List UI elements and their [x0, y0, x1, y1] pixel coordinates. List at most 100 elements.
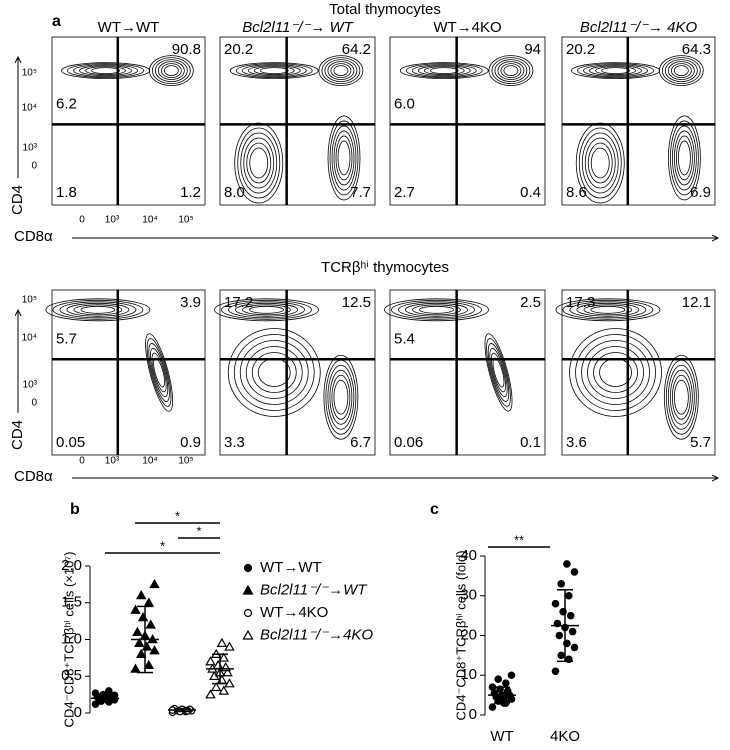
contour: [163, 65, 179, 76]
data-point: [137, 612, 149, 622]
contour: [237, 127, 281, 199]
quadrant-label: 7.7: [350, 184, 371, 201]
quadrant-label: 3.3: [224, 434, 245, 451]
plot-title: Bcl2l11⁻/⁻→ 4KO: [580, 19, 698, 36]
y-tick-label: 0: [469, 706, 477, 723]
data-point: [205, 656, 216, 666]
quadrant-label: 6.7: [350, 434, 371, 451]
panel-label: c: [430, 501, 439, 518]
y-tick-label: 10⁵: [22, 68, 37, 79]
contour: [488, 55, 534, 86]
data-point: [145, 619, 156, 629]
contour: [239, 340, 309, 405]
quadrant-label: 2.5: [520, 294, 541, 311]
contour: [562, 299, 654, 320]
contour: [412, 304, 461, 316]
quadrant-label: 12.1: [682, 294, 711, 311]
contour: [160, 63, 182, 78]
contour: [595, 66, 636, 75]
quadrant-label: 0.06: [394, 434, 423, 451]
contour: [154, 59, 188, 82]
row-title: Total thymocytes: [329, 1, 441, 18]
contour: [398, 301, 475, 319]
quadrant-label: 12.5: [342, 294, 371, 311]
data-point: [149, 578, 160, 589]
contour: [227, 328, 321, 417]
y-tick-label: 0: [31, 161, 37, 172]
y-axis-label: CD4: [9, 420, 26, 450]
quadrant-label: 0.4: [520, 184, 541, 201]
contour: [153, 357, 165, 388]
plot-frame: [219, 36, 376, 206]
contour: [145, 333, 174, 412]
contour: [157, 61, 185, 80]
contour: [323, 354, 359, 440]
contour: [91, 67, 120, 74]
y-tick-label: 10⁴: [22, 103, 37, 114]
quadrant-label: 20.2: [566, 41, 595, 58]
legend-label: WT→WT: [260, 559, 322, 576]
data-point: [218, 685, 230, 695]
quadrant-label: 5.7: [56, 330, 77, 347]
y-tick-label: 1.5: [61, 594, 82, 611]
contour: [59, 301, 137, 319]
contour: [491, 57, 531, 84]
y-tick-label: 0: [74, 704, 82, 721]
contour: [673, 379, 689, 415]
contour: [672, 125, 697, 191]
contour: [327, 61, 355, 80]
y-tick-label: 10³: [23, 143, 38, 154]
x-axis-label: CD8α: [14, 468, 53, 485]
contour: [233, 334, 315, 411]
x-tick-label: 0: [79, 456, 85, 467]
contour: [581, 132, 619, 194]
contour: [670, 63, 692, 78]
contour: [327, 115, 361, 201]
contour: [67, 63, 144, 78]
quadrant-label: 6.2: [56, 95, 77, 112]
contour: [578, 127, 622, 199]
data-point: [224, 641, 235, 651]
contour: [555, 298, 661, 322]
contour: [150, 347, 169, 398]
contour: [79, 65, 132, 76]
contour: [569, 328, 662, 417]
data-point: [507, 671, 516, 680]
contour: [491, 352, 506, 393]
contour: [66, 302, 130, 317]
significance-label: *: [160, 538, 165, 553]
contour: [571, 62, 660, 79]
contour: [391, 299, 482, 320]
data-point: [222, 667, 233, 677]
plot-title: Bcl2l11⁻/⁻→ WT: [242, 19, 354, 36]
contour: [85, 66, 126, 75]
plot-title: WT→4KO: [433, 19, 501, 36]
y-tick-label: 1.0: [61, 630, 82, 647]
contour: [668, 115, 701, 201]
contour: [673, 65, 689, 76]
data-point: [130, 604, 141, 614]
contour: [333, 65, 349, 76]
contour: [45, 298, 151, 322]
contour: [243, 137, 275, 189]
quadrant-label: 0.9: [180, 434, 201, 451]
contour: [601, 67, 630, 74]
contour: [330, 63, 352, 78]
data-point: [143, 659, 155, 670]
data-point: [501, 679, 510, 688]
contour: [411, 64, 477, 77]
y-tick-label: 0.5: [61, 667, 82, 684]
contour: [497, 61, 525, 80]
data-point: [494, 675, 503, 684]
legend-label: WT→4KO: [260, 604, 328, 621]
contour: [241, 64, 307, 77]
contour: [331, 374, 351, 420]
contour: [665, 359, 697, 435]
y-tick-label: 10⁵: [22, 295, 37, 306]
quadrant-label: 8.0: [224, 184, 245, 201]
contour: [589, 65, 642, 76]
plot-frame: [389, 289, 546, 456]
contour: [229, 62, 319, 79]
data-point: [503, 687, 512, 695]
contour: [73, 304, 123, 316]
